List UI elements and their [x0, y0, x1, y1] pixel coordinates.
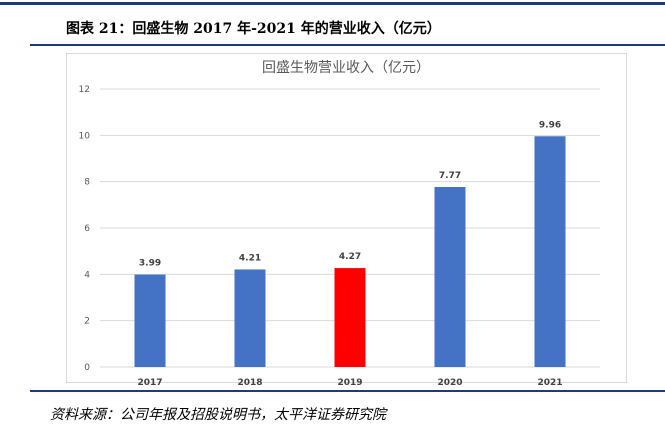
y-tick-label: 8 — [84, 178, 90, 188]
bars — [134, 136, 566, 367]
y-tick-label: 12 — [79, 85, 90, 95]
data-label: 7.77 — [439, 171, 461, 181]
data-label: 3.99 — [139, 259, 161, 269]
top-rule — [0, 2, 665, 5]
chart-title: 回盛生物营业收入（亿元） — [262, 60, 430, 76]
y-tick-label: 0 — [84, 363, 90, 373]
source-note: 资料来源：公司年报及招股说明书，太平洋证券研究院 — [50, 407, 386, 423]
labels: 0 2 4 6 8 10 12 3.99 2017 4.21 2018 4.27 2019 7.77 202… — [79, 85, 563, 388]
bar-2020 — [434, 186, 466, 367]
x-tick-label: 2020 — [437, 378, 462, 388]
bar-2018 — [234, 269, 266, 367]
bar-2021 — [534, 136, 566, 367]
x-tick-label: 2017 — [137, 378, 162, 388]
y-tick-label: 10 — [79, 131, 91, 141]
data-label: 4.21 — [239, 253, 261, 263]
bottom-rule — [30, 390, 665, 392]
bar-2017 — [134, 274, 166, 367]
y-tick-label: 4 — [84, 270, 90, 280]
x-tick-label: 2019 — [337, 378, 362, 388]
caption-rule — [30, 44, 665, 46]
figure-caption: 图表 21：回盛生物 2017 年-2021 年的营业收入（亿元） — [66, 21, 441, 37]
x-tick-label: 2021 — [537, 378, 562, 388]
y-tick-label: 2 — [84, 317, 90, 327]
data-label: 9.96 — [539, 120, 561, 130]
chart-frame — [66, 53, 627, 383]
y-tick-label: 6 — [84, 224, 90, 234]
x-tick-label: 2018 — [237, 378, 262, 388]
data-label: 4.27 — [339, 252, 361, 262]
bar-2019 — [334, 268, 366, 367]
